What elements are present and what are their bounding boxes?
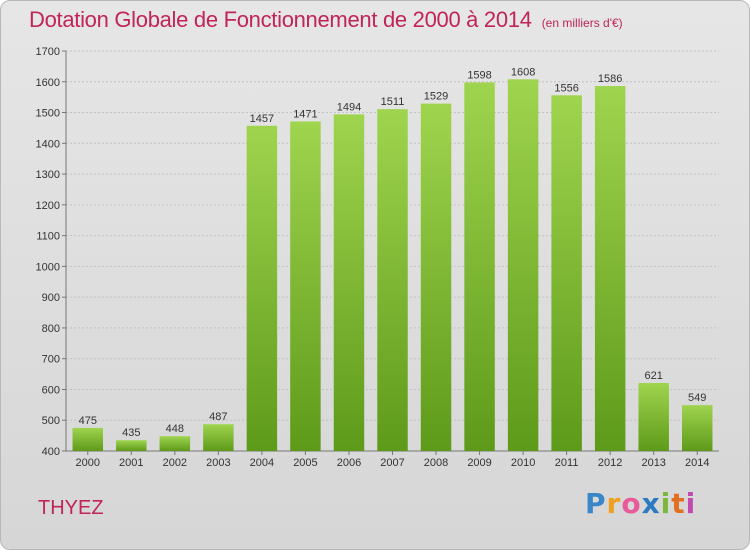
y-tick-label: 1400 [36, 138, 60, 150]
bar-2005 [290, 121, 321, 451]
bar-2004 [246, 125, 278, 452]
y-tick-label: 900 [42, 292, 60, 304]
bar-2002 [159, 436, 191, 451]
proxiti-logo: Proxiti [585, 487, 697, 520]
y-tick-label: 700 [42, 354, 60, 366]
chart-title: Dotation Globale de Fonctionnement de 20… [29, 7, 623, 33]
y-tick-label: 1500 [36, 108, 60, 120]
x-tick-label: 2002 [163, 457, 187, 469]
x-tick-label: 2007 [380, 457, 404, 469]
bar-2012 [594, 86, 626, 452]
value-label: 435 [122, 427, 140, 439]
chart-title-text: Dotation Globale de Fonctionnement de 20… [29, 7, 532, 32]
y-tick-label: 1200 [36, 200, 60, 212]
y-tick-label: 500 [42, 415, 60, 427]
x-tick-label: 2003 [206, 457, 230, 469]
x-tick-label: 2011 [555, 457, 579, 469]
value-label: 1471 [293, 108, 317, 120]
x-tick-label: 2001 [119, 457, 143, 469]
x-tick-label: 2004 [250, 457, 274, 469]
value-label: 1598 [467, 69, 491, 81]
x-tick-label: 2010 [511, 457, 535, 469]
bar-2007 [377, 109, 408, 452]
value-label: 1494 [337, 101, 361, 113]
x-tick-label: 2000 [76, 457, 100, 469]
value-label: 1556 [554, 82, 578, 94]
value-labels: 475 435 448 487 1457 1471 1494 1511 1529 1598 1608… [79, 66, 707, 439]
x-tick-label: 2006 [337, 457, 361, 469]
y-tick-label: 1300 [36, 169, 60, 181]
bar-2009 [464, 82, 495, 451]
y-tick-label: 600 [42, 384, 60, 396]
value-label: 621 [645, 370, 663, 382]
bar-2011 [551, 95, 582, 452]
x-tick-label: 2009 [467, 457, 491, 469]
y-tick-label: 1100 [36, 231, 60, 243]
value-label: 1457 [250, 113, 274, 125]
value-label: 448 [166, 423, 184, 435]
bars [72, 79, 713, 452]
y-tick-label: 400 [42, 446, 60, 458]
x-tick-label: 2012 [598, 457, 622, 469]
x-tick-label: 2005 [293, 457, 317, 469]
axes: 400 500 600 700 800 900 1000 1100 1200 1300 1400 15… [36, 46, 719, 469]
value-label: 549 [688, 392, 706, 404]
bar-2001 [116, 440, 147, 451]
commune-name: THYEZ [38, 497, 104, 519]
bar-2010 [507, 79, 539, 452]
x-tick-label: 2014 [685, 457, 709, 469]
value-label: 1529 [424, 91, 448, 103]
value-label: 487 [209, 411, 227, 423]
bar-2006 [333, 114, 365, 451]
y-tick-label: 1700 [36, 46, 60, 58]
value-label: 1586 [598, 73, 622, 85]
bar-2003 [203, 424, 234, 451]
bar-2008 [420, 103, 452, 451]
y-tick-label: 1600 [36, 77, 60, 89]
x-tick-label: 2013 [641, 457, 665, 469]
value-label: 475 [79, 415, 97, 427]
y-tick-label: 800 [42, 323, 60, 335]
bar-2000 [72, 427, 104, 451]
y-tick-label: 1000 [36, 261, 60, 273]
value-label: 1511 [381, 96, 405, 108]
chart-unit: (en milliers d'€) [541, 16, 623, 30]
value-label: 1608 [511, 66, 535, 78]
bar-2014 [681, 405, 713, 451]
x-tick-label: 2008 [424, 457, 448, 469]
bar-2013 [638, 383, 669, 451]
